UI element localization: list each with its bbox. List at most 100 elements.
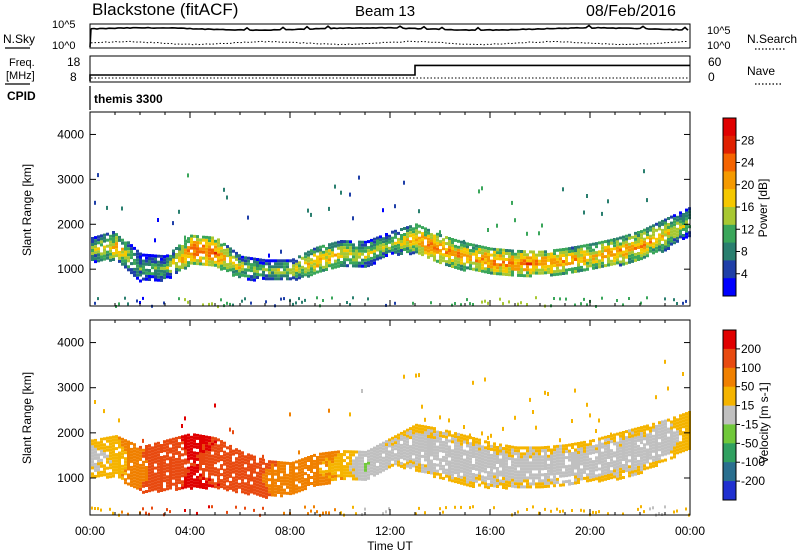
velocity-cell [472,482,475,485]
velocity-cell [364,468,367,472]
velocity-cell [247,486,250,490]
power-cell [409,252,412,256]
velocity-cell [580,459,583,463]
velocity-cell [163,461,166,465]
velocity-cell [286,461,289,465]
velocity-cell [556,468,559,472]
velocity-cell [358,453,361,457]
velocity-cell [526,467,529,471]
velocity-cell [301,464,304,468]
velocity-cell [535,473,538,477]
power-cell [355,258,358,262]
power-cell [127,256,130,260]
power-cell [661,243,664,247]
power-cell [427,240,430,244]
power-cell [565,262,568,266]
velocity-cell [499,464,502,468]
power-cell [679,223,682,227]
velocity-cell [376,456,379,460]
velocity-cell [184,437,187,441]
power-cell [577,257,580,261]
velocity-cell [559,450,562,454]
power-cell [568,250,571,254]
power-cell [142,262,145,266]
velocity-cell [562,444,565,448]
velocity-cell [538,476,541,480]
velocity-cell [349,471,352,475]
velocity-cell [367,476,370,480]
velocity-cell [379,470,382,474]
velocity-cell [412,434,415,438]
velocity-cell [217,483,220,487]
power-cell [556,272,559,276]
velocity-cell [286,482,289,486]
power-cell [628,260,631,264]
power-cell [169,275,172,279]
power-cell [433,246,436,250]
power-cell [286,271,289,275]
velocity-cell [397,439,400,443]
power-cell [616,255,619,259]
velocity-cell [418,436,421,440]
y-tick-label: 2000 [57,217,84,231]
velocity-cell [268,493,271,497]
velocity-cell [628,465,631,469]
velocity-scatter [415,373,417,378]
velocity-cell [391,445,394,449]
power-cell [514,264,517,268]
power-cell [193,249,196,253]
velocity-cell [448,433,451,437]
velocity-cell [679,423,682,427]
velocity-cell [472,452,475,455]
velocity-cell [172,437,175,441]
velocity-cell [277,476,280,479]
velocity-cell [343,465,346,469]
power-cell [508,264,511,268]
power-cell [397,237,400,241]
power-cell [640,239,643,243]
velocity-cell [319,479,322,483]
power-cell [169,272,172,276]
power-cell [271,259,274,263]
power-cell [664,242,667,246]
velocity-cell [634,427,637,431]
velocity-scatter [610,432,612,437]
power-scatter [613,238,615,242]
power-cell [658,221,661,225]
velocity-cell [580,477,583,481]
power-cell [580,250,583,254]
velocity-scatter [103,409,105,414]
velocity-cell [415,450,418,454]
velocity-scatter [469,433,471,438]
velocity-cell [667,451,670,455]
velocity-cell [538,470,541,474]
power-cell [604,255,607,259]
power-cell [100,255,103,259]
power-cell [181,251,184,254]
power-cell [391,236,394,240]
velocity-cell [499,470,502,474]
velocity-cell [259,490,262,494]
velocity-cell [367,452,370,456]
power-cell [268,262,271,266]
power-cell [385,245,388,248]
velocity-cell [511,445,514,449]
velocity-cell [253,455,256,459]
velocity-cell [448,460,451,464]
velocity-cell [139,454,142,458]
power-cell [376,257,379,261]
velocity-cell [352,474,355,478]
velocity-cell [403,463,406,467]
power-cell [388,246,391,250]
power-cell [535,256,538,260]
velocity-cell [481,466,484,470]
power-cell [145,268,148,272]
velocity-scatter [595,429,597,433]
power-cell [244,262,247,266]
power-cell [235,257,238,261]
power-cell [562,254,565,257]
velocity-cell [223,450,226,454]
power-cell [457,245,460,249]
velocity-cell [301,485,304,489]
velocity-cell [430,432,433,436]
